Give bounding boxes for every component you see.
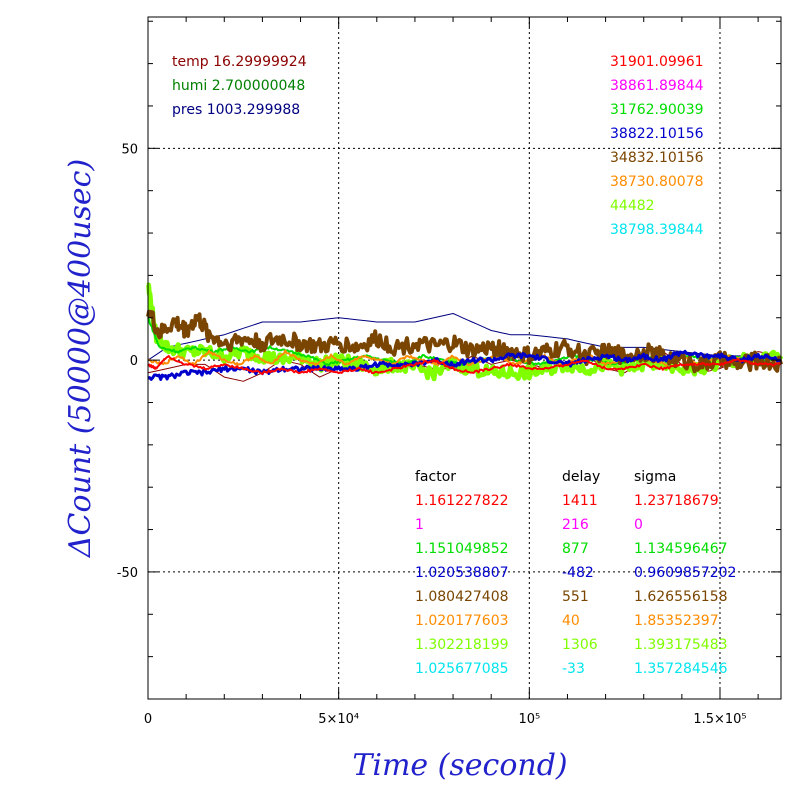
- table-cell: 1.357284546: [634, 661, 728, 677]
- y-tick-label: -50: [117, 566, 138, 581]
- table-cell: 1306: [562, 637, 598, 653]
- x-tick-label: 10⁵: [518, 712, 540, 727]
- series-group: [146, 282, 784, 382]
- table-cell: 1.626556158: [634, 589, 728, 605]
- table-cell: 1.025677085: [415, 661, 509, 677]
- series-line-6: [147, 349, 782, 381]
- parameter-table: factor delay sigma 1.161227822 1411 1.2371867…: [415, 469, 736, 677]
- count-value: 34832.10156: [610, 150, 704, 166]
- plot-frame: [147, 16, 782, 700]
- env-reading: temp 16.29999924: [172, 54, 307, 70]
- env-reading: humi 2.700000048: [172, 78, 305, 94]
- series-line-7: [147, 355, 782, 375]
- table-header: delay: [562, 469, 600, 485]
- table-cell: 1.020538807: [415, 565, 509, 581]
- count-value: 38798.39844: [610, 222, 704, 238]
- table-cell: 1.393175483: [634, 637, 728, 653]
- table-cell: 0.9609857202: [634, 565, 736, 581]
- table-cell: 1.85352397: [634, 613, 719, 629]
- table-cell: 216: [562, 517, 589, 533]
- y-tick-label: 0: [130, 354, 138, 369]
- table-cell: 1411: [562, 493, 598, 509]
- y-tick-label: 50: [121, 142, 138, 157]
- count-value: 38861.89844: [610, 78, 704, 94]
- x-tick-label: 0: [144, 712, 152, 727]
- environment-readout: temp 16.29999924 humi 2.700000048 pres 100…: [172, 54, 307, 118]
- table-cell: 1.302218199: [415, 637, 509, 653]
- table-cell: 877: [562, 541, 589, 557]
- count-value: 38730.80078: [610, 174, 704, 190]
- table-cell: -482: [562, 565, 594, 581]
- table-cell: 0: [634, 517, 643, 533]
- y-axis-title: ΔCount (50000@400usec): [63, 159, 98, 558]
- axis-ticks: [147, 17, 781, 700]
- table-cell: 1.151049852: [415, 541, 509, 557]
- table-cell: 1.020177603: [415, 613, 509, 629]
- table-cell: 1.080427408: [415, 589, 509, 605]
- x-axis-title: Time (second): [352, 748, 567, 783]
- table-cell: 1.161227822: [415, 493, 509, 509]
- tick-labels: 0 5×10⁴ 10⁵ 1.5×10⁵ 50 0 -50: [117, 142, 747, 727]
- table-cell: 40: [562, 613, 580, 629]
- table-cell: 1: [415, 517, 424, 533]
- count-value: 31901.09961: [610, 54, 704, 70]
- table-cell: 1.23718679: [634, 493, 719, 509]
- x-tick-label: 1.5×10⁵: [693, 712, 746, 727]
- table-header: factor: [415, 469, 456, 485]
- table-cell: -33: [562, 661, 585, 677]
- count-readout: 31901.09961 38861.89844 31762.90039 38822.1…: [610, 54, 704, 238]
- count-value: 38822.10156: [610, 126, 704, 142]
- table-cell: 551: [562, 589, 589, 605]
- table-cell: 1.134596467: [634, 541, 728, 557]
- count-value: 44482: [610, 198, 655, 214]
- count-value: 31762.90039: [610, 102, 704, 118]
- series-line-0: [147, 313, 782, 361]
- env-reading: pres 1003.299988: [172, 102, 300, 118]
- x-tick-label: 5×10⁴: [318, 712, 359, 727]
- table-header: sigma: [634, 469, 676, 485]
